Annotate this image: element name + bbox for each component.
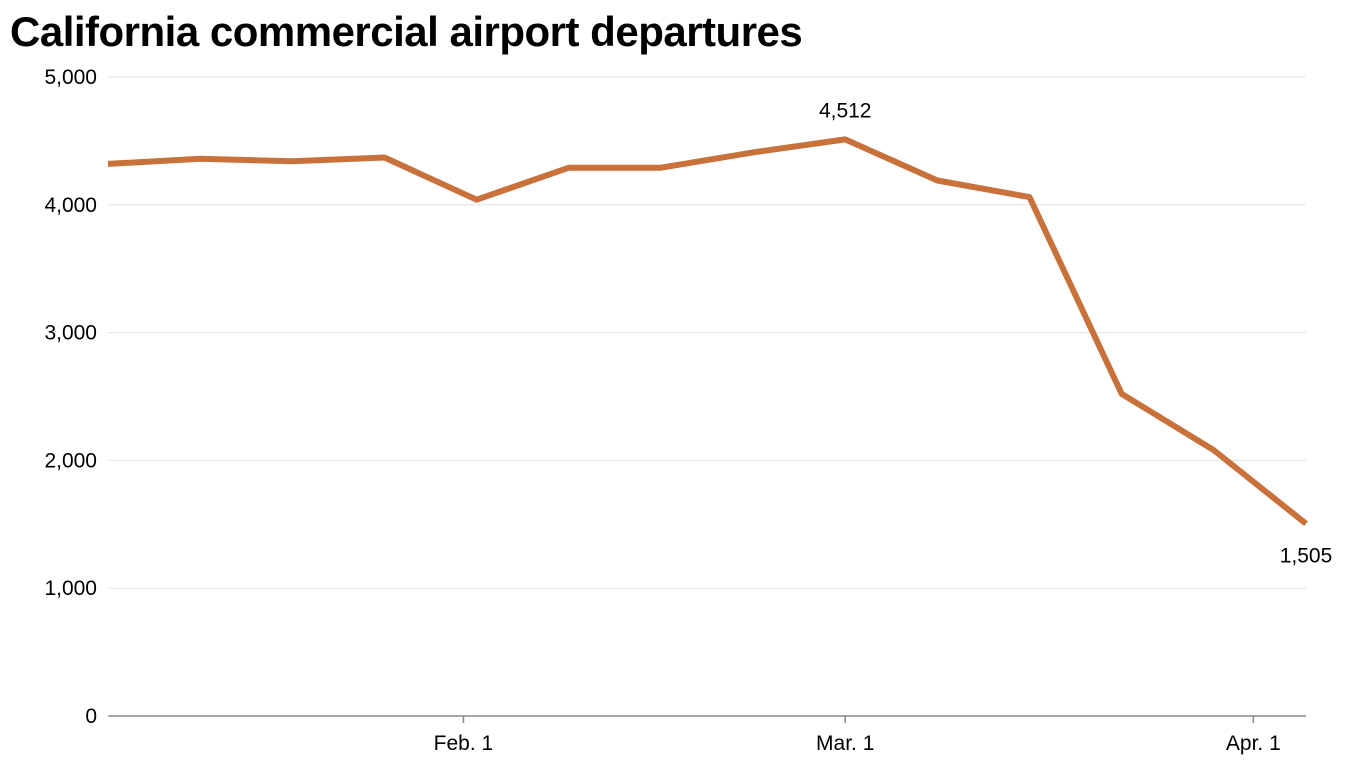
x-tick-label: Feb. 1 [434, 732, 494, 755]
y-tick-label: 4,000 [44, 194, 97, 217]
data-label: 1,505 [1280, 545, 1333, 568]
data-labels: 4,512 1,505 [819, 99, 1332, 567]
y-tick-label: 1,000 [44, 577, 97, 600]
series-group [107, 136, 1308, 527]
x-axis-labels: Feb. 1 Mar. 1 Apr. 1 [434, 732, 1281, 755]
x-tick-label: Mar. 1 [816, 732, 874, 755]
chart-title: California commercial airport departures [10, 8, 803, 55]
y-axis-labels: 0 1,000 2,000 3,000 4,000 5,000 [44, 66, 97, 728]
x-axis [108, 715, 1306, 723]
data-label: 4,512 [819, 99, 872, 122]
series-line [107, 136, 1308, 527]
y-tick-label: 5,000 [44, 66, 97, 89]
y-tick-label: 0 [85, 705, 97, 728]
gridlines [108, 76, 1306, 589]
y-tick-label: 3,000 [44, 322, 97, 345]
y-tick-label: 2,000 [44, 449, 97, 472]
x-tick-label: Apr. 1 [1226, 732, 1281, 755]
